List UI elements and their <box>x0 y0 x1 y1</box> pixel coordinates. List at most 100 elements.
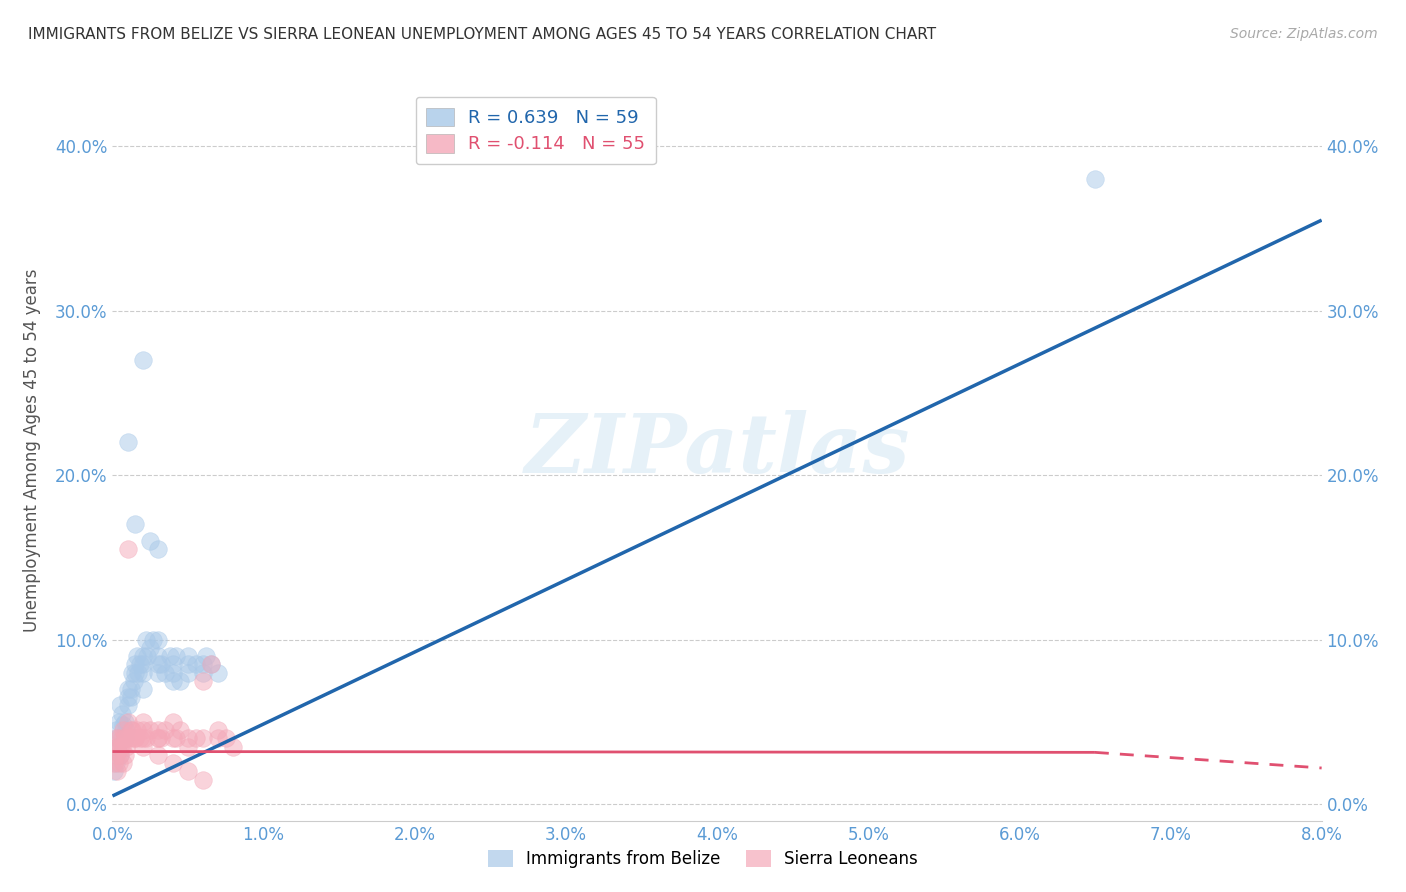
Immigrants from Belize <box>184 657 207 672</box>
Immigrants from Belize <box>107 714 129 729</box>
Immigrants from Belize <box>124 657 146 672</box>
Immigrants from Belize <box>132 665 155 680</box>
Immigrants from Belize <box>177 657 200 672</box>
Immigrants from Belize <box>149 657 172 672</box>
Immigrants from Belize <box>162 673 184 688</box>
Immigrants from Belize <box>177 665 200 680</box>
Immigrants from Belize <box>124 517 146 532</box>
Sierra Leoneans <box>114 747 136 762</box>
Immigrants from Belize <box>108 698 131 713</box>
Immigrants from Belize <box>139 533 162 548</box>
Sierra Leoneans <box>177 764 200 779</box>
Immigrants from Belize <box>112 718 135 732</box>
Sierra Leoneans <box>132 723 155 738</box>
Sierra Leoneans <box>117 714 139 729</box>
Immigrants from Belize <box>207 665 229 680</box>
Immigrants from Belize <box>121 665 143 680</box>
Immigrants from Belize <box>117 681 139 696</box>
Sierra Leoneans <box>162 714 184 729</box>
Sierra Leoneans <box>139 723 162 738</box>
Sierra Leoneans <box>104 731 127 746</box>
Sierra Leoneans <box>184 731 207 746</box>
Sierra Leoneans <box>165 731 187 746</box>
Sierra Leoneans <box>207 723 229 738</box>
Sierra Leoneans <box>120 723 142 738</box>
Sierra Leoneans <box>107 756 129 770</box>
Immigrants from Belize <box>117 435 139 450</box>
Immigrants from Belize <box>114 731 136 746</box>
Sierra Leoneans <box>132 714 155 729</box>
Immigrants from Belize <box>162 657 184 672</box>
Sierra Leoneans <box>132 739 155 754</box>
Sierra Leoneans <box>149 731 172 746</box>
Sierra Leoneans <box>207 731 229 746</box>
Immigrants from Belize <box>162 665 184 680</box>
Immigrants from Belize <box>108 747 131 762</box>
Sierra Leoneans <box>128 731 150 746</box>
Sierra Leoneans <box>191 772 215 787</box>
Y-axis label: Unemployment Among Ages 45 to 54 years: Unemployment Among Ages 45 to 54 years <box>24 268 41 632</box>
Sierra Leoneans <box>117 542 139 557</box>
Immigrants from Belize <box>114 714 136 729</box>
Sierra Leoneans <box>146 747 169 762</box>
Sierra Leoneans <box>215 731 238 746</box>
Sierra Leoneans <box>117 731 139 746</box>
Immigrants from Belize <box>117 690 139 705</box>
Sierra Leoneans <box>146 731 169 746</box>
Sierra Leoneans <box>108 747 131 762</box>
Sierra Leoneans <box>135 731 157 746</box>
Immigrants from Belize <box>105 739 128 754</box>
Sierra Leoneans <box>110 731 132 746</box>
Immigrants from Belize <box>135 632 157 647</box>
Sierra Leoneans <box>222 739 245 754</box>
Immigrants from Belize <box>132 681 155 696</box>
Immigrants from Belize <box>146 665 169 680</box>
Sierra Leoneans <box>155 723 177 738</box>
Immigrants from Belize <box>191 665 215 680</box>
Immigrants from Belize <box>120 681 142 696</box>
Sierra Leoneans <box>107 731 129 746</box>
Sierra Leoneans <box>146 723 169 738</box>
Sierra Leoneans <box>124 731 146 746</box>
Text: ZIPatlas: ZIPatlas <box>524 410 910 491</box>
Immigrants from Belize <box>155 665 177 680</box>
Immigrants from Belize <box>128 657 150 672</box>
Sierra Leoneans <box>132 731 155 746</box>
Sierra Leoneans <box>120 731 142 746</box>
Immigrants from Belize <box>125 649 148 664</box>
Sierra Leoneans <box>105 764 128 779</box>
Immigrants from Belize <box>146 649 169 664</box>
Immigrants from Belize <box>177 649 200 664</box>
Sierra Leoneans <box>121 723 143 738</box>
Immigrants from Belize <box>146 632 169 647</box>
Sierra Leoneans <box>169 723 191 738</box>
Sierra Leoneans <box>162 756 184 770</box>
Immigrants from Belize <box>142 632 165 647</box>
Immigrants from Belize <box>104 723 127 738</box>
Sierra Leoneans <box>177 731 200 746</box>
Immigrants from Belize <box>200 657 222 672</box>
Text: IMMIGRANTS FROM BELIZE VS SIERRA LEONEAN UNEMPLOYMENT AMONG AGES 45 TO 54 YEARS : IMMIGRANTS FROM BELIZE VS SIERRA LEONEAN… <box>28 27 936 42</box>
Immigrants from Belize <box>124 665 146 680</box>
Sierra Leoneans <box>104 747 127 762</box>
Immigrants from Belize <box>104 756 127 770</box>
Immigrants from Belize <box>115 723 138 738</box>
Text: Source: ZipAtlas.com: Source: ZipAtlas.com <box>1230 27 1378 41</box>
Immigrants from Belize <box>191 657 215 672</box>
Sierra Leoneans <box>146 731 169 746</box>
Sierra Leoneans <box>110 739 132 754</box>
Immigrants from Belize <box>159 649 181 664</box>
Immigrants from Belize <box>132 353 155 368</box>
Immigrants from Belize <box>146 542 169 557</box>
Immigrants from Belize <box>1084 172 1107 186</box>
Immigrants from Belize <box>127 665 149 680</box>
Immigrants from Belize <box>165 649 187 664</box>
Sierra Leoneans <box>162 731 184 746</box>
Immigrants from Belize <box>139 640 162 655</box>
Sierra Leoneans <box>191 673 215 688</box>
Sierra Leoneans <box>200 657 222 672</box>
Sierra Leoneans <box>103 756 125 770</box>
Immigrants from Belize <box>105 731 128 746</box>
Legend: R = 0.639   N = 59, R = -0.114   N = 55: R = 0.639 N = 59, R = -0.114 N = 55 <box>416 96 655 164</box>
Immigrants from Belize <box>195 649 218 664</box>
